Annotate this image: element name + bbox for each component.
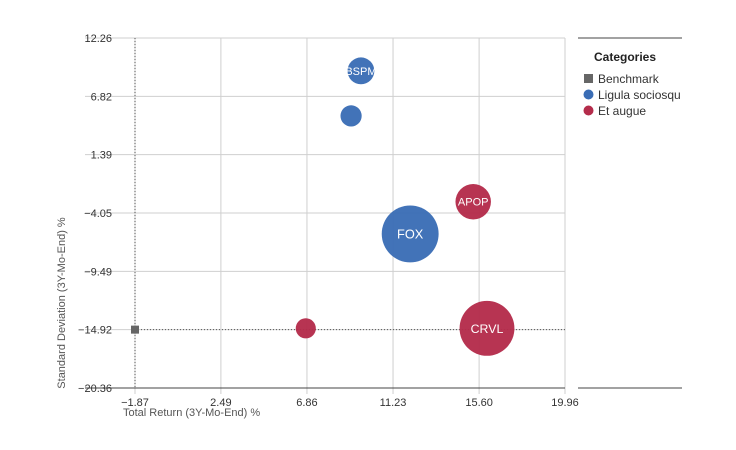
bubble-apop: [455, 183, 491, 220]
legend-entries: Benchmark Ligula sociosqu Et augue: [583, 72, 681, 118]
legend: Categories Benchmark Ligula sociosqu Et au…: [578, 37, 682, 389]
legend-swatch: [583, 105, 594, 116]
y-tick-label: −4.05: [84, 208, 112, 220]
bubbles: BSPM FOX APOP CRVL: [131, 57, 515, 356]
bubble-ligula-1: [340, 105, 362, 127]
y-tick-label: 12.26: [84, 33, 112, 45]
bubble-et-2: [295, 318, 316, 339]
legend-entry-label: Et augue: [598, 104, 646, 118]
y-tick-label: 6.82: [91, 91, 112, 103]
x-axis-label: Total Return (3Y-Mo-End) %: [123, 407, 260, 419]
x-tick-label: 19.96: [551, 397, 579, 409]
bubble-bspm: [347, 57, 375, 85]
y-tick-label: −14.92: [78, 325, 112, 337]
benchmark-marker: [131, 325, 139, 334]
x-tick-label: 15.60: [465, 397, 493, 409]
bubble-label: CRVL: [471, 322, 504, 336]
legend-title: Categories: [594, 50, 656, 64]
bubble-fox: [381, 205, 439, 263]
y-tick-label: −9.49: [84, 266, 112, 278]
x-tick-label: 6.86: [296, 397, 317, 409]
bubble-label: BSPM: [345, 66, 376, 78]
bubble-label: FOX: [397, 227, 424, 242]
x-axis-ticks: −1.87 2.49 6.86 11.23 15.60 19.96: [121, 397, 579, 409]
y-axis-label: Standard Deviation (3Y-Mo-End) %: [56, 217, 68, 389]
y-tick-label: −20.36: [78, 383, 112, 395]
legend-entry-label: Benchmark: [598, 72, 660, 86]
x-tick-label: 11.23: [380, 397, 407, 409]
y-tick-label: 1.39: [91, 150, 112, 162]
x-tick-label: −1.87: [121, 397, 149, 409]
bubble-label: APOP: [458, 197, 489, 209]
x-tick-label: 2.49: [210, 397, 231, 409]
bubble-crvl: [459, 300, 515, 356]
legend-swatch: [583, 89, 594, 100]
legend-benchmark-swatch: [584, 74, 593, 83]
y-axis-ticks: 12.26 6.82 1.39 −4.05 −9.49 −14.92 −20.36: [78, 33, 112, 395]
legend-entry-label: Ligula sociosqu: [598, 88, 681, 102]
